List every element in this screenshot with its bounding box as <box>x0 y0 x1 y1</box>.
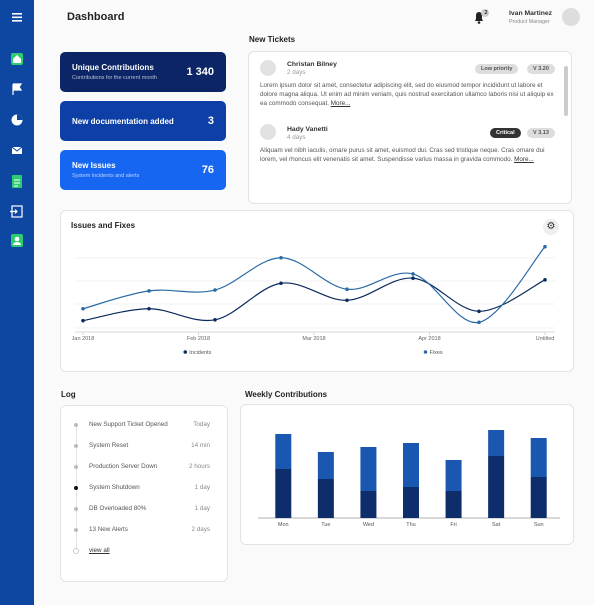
user-avatar[interactable] <box>562 8 580 26</box>
bell-icon[interactable] <box>472 8 492 26</box>
card-title: New documentation added <box>72 116 174 126</box>
card[interactable]: Unique Contributions Contributions for th… <box>60 52 226 92</box>
timeline-dot <box>74 444 78 448</box>
card[interactable]: New documentation added 3 <box>60 101 226 141</box>
ticket-version: V 3.20 <box>527 64 555 74</box>
ticket-priority: Low priority <box>475 64 519 74</box>
user-role: Product Manager <box>509 19 550 25</box>
ticket-text: Aliquam vel nibh iaculis, ornare purus s… <box>260 146 560 164</box>
timeline-dot <box>74 423 78 427</box>
card-value: 1 340 <box>186 66 214 78</box>
chart-title: Weekly Contributions <box>245 390 328 399</box>
log-text: New Support Ticket Opened <box>89 421 168 428</box>
tickets-title: New Tickets <box>249 35 296 44</box>
log-time: 1 day <box>194 484 210 491</box>
card-subtitle: Contributions for the current month <box>72 75 157 81</box>
chart-title: Issues and Fixes <box>71 221 136 230</box>
ticket-priority: Critical <box>490 128 521 138</box>
view-all-link[interactable]: view all <box>89 547 110 554</box>
log-time: Today <box>193 421 210 428</box>
more-link[interactable]: More... <box>514 156 534 163</box>
ticket-time: 4 days <box>287 134 306 141</box>
timeline-dot <box>74 528 78 532</box>
log-time: 2 hours <box>188 463 210 470</box>
settings-button[interactable]: ⚙ <box>543 219 559 235</box>
ticket-time: 2 days <box>287 69 306 76</box>
card-value: 3 <box>207 115 214 127</box>
card-title: Unique Contributions <box>72 63 154 72</box>
timeline-dot <box>74 507 78 511</box>
flag-icon[interactable] <box>12 83 23 95</box>
log-text: 13 New Alerts <box>89 526 128 533</box>
ticket-name: Hady Vanetti <box>287 126 328 133</box>
sidebar-icons <box>10 13 23 247</box>
ticket-body: Lorem ipsum dolor sit amet, consectetur … <box>260 82 554 107</box>
issues-panel <box>60 210 574 372</box>
log-title: Log <box>61 390 76 399</box>
ticket-avatar <box>260 124 276 140</box>
notification-badge: 2 <box>484 9 488 16</box>
ticket-body: Aliquam vel nibh iaculis, ornare purus s… <box>260 147 545 163</box>
ticket-avatar <box>260 60 276 76</box>
user-name: Ivan Martinez <box>509 10 553 17</box>
weekly-panel <box>240 404 574 545</box>
log-text: System Reset <box>89 442 129 449</box>
ticket-name: Christan Bilney <box>287 61 337 68</box>
page-title: Dashboard <box>67 11 125 23</box>
ticket-text: Lorem ipsum dolor sit amet, consectetur … <box>260 81 560 108</box>
log-time: 1 day <box>194 505 210 512</box>
log-text: Production Server Down <box>89 463 158 470</box>
card-subtitle: System incidents and alerts <box>72 173 140 179</box>
more-link[interactable]: More... <box>330 100 351 107</box>
card[interactable]: New Issues System incidents and alerts 76 <box>60 150 226 190</box>
menu-icon[interactable] <box>12 13 22 22</box>
ticket-version: V 3.13 <box>527 128 555 138</box>
log-time: 14 min <box>191 442 210 449</box>
log-text: DB Overloaded 80% <box>89 505 147 512</box>
log-panel <box>60 405 228 582</box>
document-icon[interactable] <box>12 175 22 188</box>
sidebar <box>0 0 34 605</box>
log-text: System Shutdown <box>89 484 140 491</box>
card-value: 76 <box>201 164 214 176</box>
timeline-dot <box>74 486 78 490</box>
scrollbar[interactable] <box>564 66 568 116</box>
log-time: 2 days <box>191 526 210 533</box>
card-title: New Issues <box>72 161 116 170</box>
timeline-dot <box>74 465 78 469</box>
tickets-panel <box>248 51 572 204</box>
timeline-dot <box>73 548 79 554</box>
